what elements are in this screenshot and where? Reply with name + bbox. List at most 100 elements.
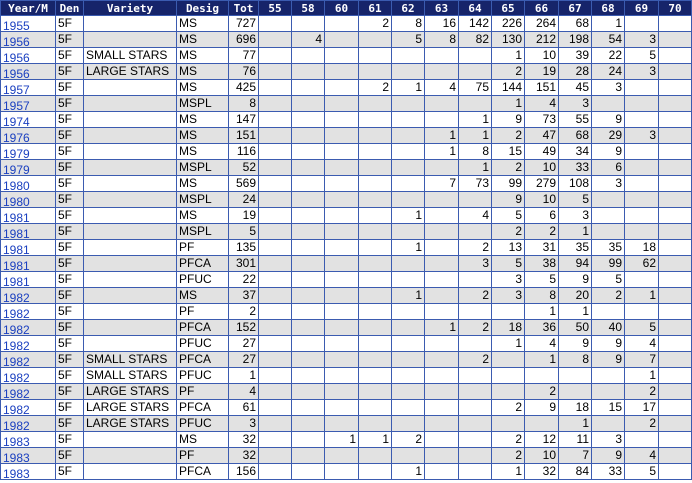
table-cell: 1: [558, 415, 592, 432]
table-cell: [624, 79, 659, 96]
table-cell: 8: [228, 95, 259, 112]
year-link[interactable]: 1983: [3, 451, 30, 464]
table-row: 1981 5F PF 135 1 2 13 31 35 35 18: [0, 239, 692, 256]
table-cell: [424, 95, 459, 112]
table-cell: [424, 111, 459, 128]
table-cell: 5F: [55, 223, 84, 240]
table-cell: 198: [558, 31, 592, 48]
table-cell: [258, 287, 292, 304]
year-link[interactable]: 1981: [3, 275, 30, 288]
year-link[interactable]: 1983: [3, 467, 30, 480]
table-cell: [258, 95, 292, 112]
table-cell: 1: [458, 159, 492, 176]
year-link[interactable]: 1979: [3, 147, 30, 160]
table-cell: [658, 415, 692, 432]
table-cell: 1: [524, 351, 559, 368]
table-cell: [358, 399, 392, 416]
table-cell: [324, 255, 359, 272]
year-link[interactable]: 1981: [3, 243, 30, 256]
table-cell: 1: [524, 303, 559, 320]
table-cell: 62: [624, 255, 659, 272]
year-link[interactable]: 1982: [3, 323, 30, 336]
table-cell: [391, 63, 425, 80]
table-cell: [658, 255, 692, 272]
table-cell: [291, 287, 325, 304]
table-cell: [424, 335, 459, 352]
table-cell: 3: [558, 207, 592, 224]
table-row: 1982 5F PFUC 27 1 4 9 9 4: [0, 335, 692, 352]
year-link[interactable]: 1956: [3, 51, 30, 64]
table-cell: 2: [358, 79, 392, 96]
year-link[interactable]: 1982: [3, 371, 30, 384]
column-header: Den: [55, 0, 84, 16]
table-cell: 9: [558, 271, 592, 288]
table-cell: [658, 207, 692, 224]
table-cell: [424, 207, 459, 224]
table-cell: [291, 207, 325, 224]
table-cell: [391, 143, 425, 160]
year-link[interactable]: 1980: [3, 179, 30, 192]
year-link[interactable]: 1982: [3, 339, 30, 352]
year-link[interactable]: 1957: [3, 99, 30, 112]
table-cell: 3: [458, 255, 492, 272]
table-cell: 1956: [0, 47, 56, 64]
year-link[interactable]: 1979: [3, 163, 30, 176]
table-cell: 1981: [0, 223, 56, 240]
table-cell: 8: [391, 15, 425, 32]
table-row: 1982 5F LARGE STARS PFCA 61 2 9 18 15 17: [0, 399, 692, 416]
year-link[interactable]: 1981: [3, 259, 30, 272]
table-cell: [291, 447, 325, 464]
year-link[interactable]: 1956: [3, 67, 30, 80]
table-cell: [83, 223, 177, 240]
table-cell: 1: [358, 431, 392, 448]
year-link[interactable]: 1955: [3, 19, 30, 32]
table-cell: [83, 447, 177, 464]
table-cell: [624, 431, 659, 448]
table-cell: [358, 463, 392, 480]
year-link[interactable]: 1983: [3, 435, 30, 448]
table-cell: 5F: [55, 335, 84, 352]
table-cell: [491, 383, 525, 400]
table-cell: [291, 255, 325, 272]
table-cell: [258, 447, 292, 464]
year-link[interactable]: 1982: [3, 291, 30, 304]
table-cell: [324, 207, 359, 224]
year-link[interactable]: 1982: [3, 387, 30, 400]
table-cell: [83, 159, 177, 176]
table-cell: [258, 415, 292, 432]
table-cell: [658, 223, 692, 240]
table-cell: 2: [458, 287, 492, 304]
table-cell: [391, 303, 425, 320]
table-cell: [391, 367, 425, 384]
table-cell: 116: [228, 143, 259, 160]
table-cell: [83, 319, 177, 336]
table-cell: [624, 223, 659, 240]
year-link[interactable]: 1974: [3, 115, 30, 128]
year-link[interactable]: 1976: [3, 131, 30, 144]
table-cell: 1957: [0, 79, 56, 96]
year-link[interactable]: 1982: [3, 419, 30, 432]
year-link[interactable]: 1957: [3, 83, 30, 96]
year-link[interactable]: 1956: [3, 35, 30, 48]
table-cell: 5F: [55, 239, 84, 256]
table-cell: 4: [291, 31, 325, 48]
table-cell: 27: [228, 351, 259, 368]
table-cell: MS: [176, 431, 229, 448]
table-cell: 1974: [0, 111, 56, 128]
table-cell: [424, 255, 459, 272]
year-link[interactable]: 1982: [3, 307, 30, 320]
year-link[interactable]: 1981: [3, 227, 30, 240]
table-cell: [424, 287, 459, 304]
year-link[interactable]: 1981: [3, 211, 30, 224]
year-link[interactable]: 1982: [3, 355, 30, 368]
table-cell: [658, 111, 692, 128]
table-cell: 4: [524, 95, 559, 112]
table-cell: 33: [591, 463, 625, 480]
table-cell: 2: [358, 15, 392, 32]
table-row: 1956 5F LARGE STARS MS 76 2 19 28 24 3: [0, 63, 692, 80]
table-cell: [358, 271, 392, 288]
year-link[interactable]: 1980: [3, 195, 30, 208]
table-cell: 226: [491, 15, 525, 32]
year-link[interactable]: 1982: [3, 403, 30, 416]
